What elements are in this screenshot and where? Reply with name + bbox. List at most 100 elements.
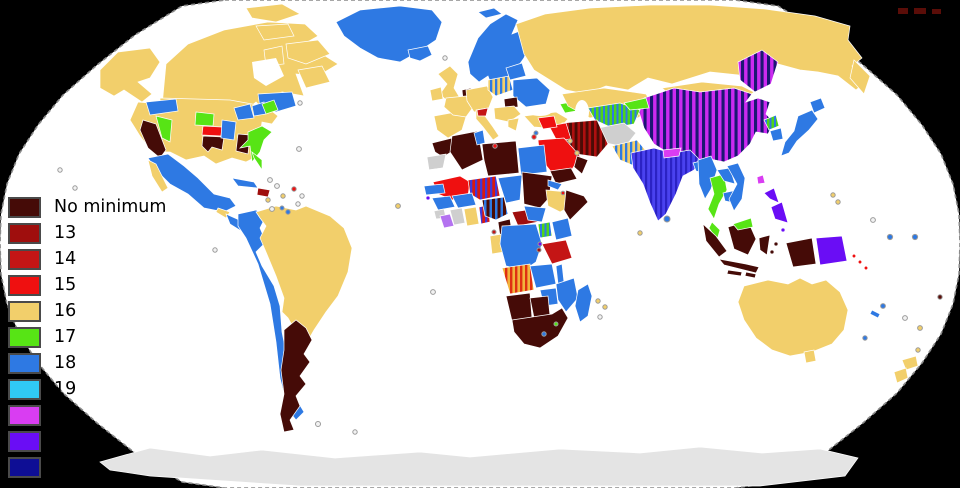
country-ivory-coast (449, 207, 466, 226)
country-australia (737, 277, 849, 357)
country-japan-hokkaido (809, 97, 826, 114)
country-tunisia (473, 129, 486, 146)
country-uganda (537, 221, 553, 239)
legend-swatch (8, 327, 41, 348)
region-baltics (505, 62, 527, 81)
legend-swatch (8, 431, 41, 452)
country-papua-new-guinea (815, 235, 848, 266)
country-algeria (449, 130, 484, 171)
country-france (443, 95, 475, 118)
us-state-florida (251, 150, 263, 172)
country-south-korea (769, 127, 784, 142)
legend-label: 19 (54, 379, 77, 399)
legend-item: 19 (8, 379, 166, 400)
indonesia-sumatra (702, 223, 728, 258)
country-sri-lanka (663, 215, 671, 223)
country-taiwan (756, 174, 766, 185)
country-argentina (279, 319, 313, 433)
us-state-washington (145, 98, 179, 116)
country-libya (481, 140, 520, 177)
country-oman (573, 155, 589, 175)
country-eritrea (547, 179, 563, 191)
country-liberia (439, 213, 455, 229)
black-sea (528, 106, 552, 116)
countries (57, 3, 943, 487)
us-states-northeast-green (261, 99, 279, 115)
country-kyrgyzstan (623, 97, 650, 111)
new-caledonia (869, 309, 881, 319)
philippines-mindanao (780, 227, 786, 233)
legend-label: 18 (54, 353, 77, 373)
legend-swatch (8, 197, 41, 218)
legend-label: 17 (54, 327, 77, 347)
country-myanmar (697, 155, 718, 200)
us-states-great-lakes (233, 103, 255, 121)
country-burkina (451, 192, 477, 209)
legend-label: 15 (54, 275, 77, 295)
indonesia-lesser-sunda (726, 269, 743, 277)
country-qatar (574, 150, 580, 156)
country-poland (487, 75, 514, 97)
legend-swatch (8, 457, 41, 478)
country-japan (780, 109, 819, 157)
country-sudan (521, 171, 553, 209)
country-canada-arctic-3 (285, 39, 331, 65)
indonesia-moluccas-1 (769, 249, 775, 255)
country-north-korea (763, 114, 780, 131)
country-canada-arctic-2 (255, 23, 295, 41)
legend-item (8, 431, 166, 452)
solomon-3 (863, 265, 869, 271)
country-canada-arctic-1 (245, 3, 301, 23)
country-ireland (429, 86, 444, 102)
malaysia-borneo (732, 217, 754, 231)
country-china-northeast (737, 49, 779, 93)
us-state-nevada (155, 115, 173, 143)
indonesia-timor (744, 271, 757, 279)
projection-wrap-fragments (898, 8, 941, 14)
us-state-kansas (201, 125, 223, 137)
legend-item: No minimum (8, 197, 166, 218)
hudson-bay (252, 58, 284, 86)
country-vietnam (726, 162, 746, 212)
legend-swatch (8, 353, 41, 374)
mexico-baja (147, 159, 169, 193)
indonesia-moluccas-2 (773, 241, 779, 247)
country-lesotho (541, 331, 547, 337)
region-balkans (493, 105, 522, 123)
svalbard (477, 7, 503, 19)
country-djibouti (560, 190, 566, 196)
country-equatorial-guinea (491, 229, 497, 235)
country-greece (507, 117, 520, 132)
country-south-africa (511, 307, 569, 349)
solomon-2 (857, 259, 863, 265)
indonesia-west-papua (785, 237, 817, 268)
legend-swatch (8, 223, 41, 244)
legend-label: 16 (54, 301, 77, 321)
country-swaziland (553, 321, 559, 327)
legend-item: 18 (8, 353, 166, 374)
indonesia-java (718, 258, 760, 274)
country-guinea-bissau (425, 195, 431, 201)
country-rwanda (537, 241, 543, 247)
country-hispaniola (256, 187, 271, 198)
country-kuwait (567, 138, 573, 144)
country-philippines-south (770, 201, 789, 224)
legend-swatch (8, 379, 41, 400)
country-antarctica (99, 446, 859, 487)
legend-swatch (8, 275, 41, 296)
legend-label: 14 (54, 249, 77, 269)
country-chad (497, 174, 523, 204)
us-state-colorado (194, 111, 215, 127)
legend-item: 13 (8, 223, 166, 244)
country-italy-north (476, 107, 489, 117)
country-guinea (431, 195, 456, 211)
country-somalia (563, 189, 589, 221)
country-egypt (517, 144, 548, 176)
legend-swatch (8, 249, 41, 270)
russia-kamchatka (849, 59, 871, 95)
country-ghana (463, 206, 480, 227)
legend-label: No minimum (54, 197, 167, 217)
country-angola (501, 263, 535, 295)
